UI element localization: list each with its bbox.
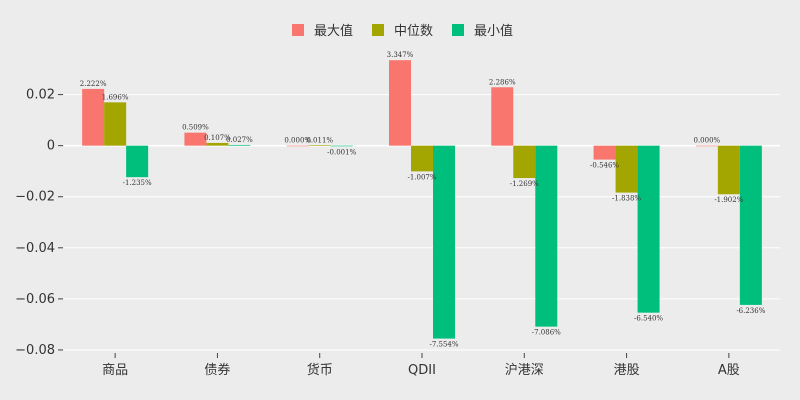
data-label: -1.838% <box>612 195 641 203</box>
data-label: 2.222% <box>80 80 107 88</box>
y-tick-label: 0.02 <box>26 88 55 103</box>
y-tick-label: −0.02 <box>15 190 55 205</box>
data-label: -1.902% <box>714 196 743 204</box>
bar <box>389 60 411 146</box>
y-tick-label: −0.04 <box>15 241 55 256</box>
y-tick-label: −0.08 <box>15 343 55 358</box>
data-label: -0.546% <box>590 162 619 170</box>
data-label: -1.235% <box>123 179 152 187</box>
bar <box>411 145 433 172</box>
data-label: -7.554% <box>429 341 458 349</box>
y-tick-label: 0 <box>47 139 55 154</box>
bar <box>695 145 718 147</box>
legend-swatch <box>372 24 384 36</box>
data-label: -1.269% <box>510 180 539 188</box>
x-tick-label: QDII <box>408 363 436 378</box>
bar <box>615 145 638 193</box>
bar <box>104 102 127 146</box>
bar <box>82 88 105 146</box>
grid-lines <box>64 94 780 351</box>
bar <box>184 132 207 146</box>
bar <box>637 145 660 313</box>
bar <box>433 145 455 339</box>
bar <box>739 145 762 305</box>
bar <box>308 145 331 146</box>
data-label: 0.000% <box>284 137 311 145</box>
bar <box>286 145 309 147</box>
x-tick-label: 货币 <box>307 362 333 378</box>
data-label: -1.007% <box>407 173 436 181</box>
data-label: 0.509% <box>182 124 209 132</box>
bar <box>228 144 251 146</box>
data-label: 2.286% <box>489 78 516 86</box>
data-label: 0.027% <box>226 136 253 144</box>
legend-swatch <box>452 24 464 36</box>
bar <box>330 145 353 147</box>
x-tick-label: 沪港深 <box>505 362 544 378</box>
legend-label: 最小值 <box>474 23 513 39</box>
bars <box>82 60 762 339</box>
y-axis: 0.02 0 −0.02 −0.04 −0.06 −0.08 <box>15 88 63 358</box>
data-label: -7.086% <box>532 329 561 337</box>
legend: 最大值 中位数 最小值 <box>292 23 513 39</box>
legend-label: 最大值 <box>314 23 353 39</box>
data-label: -6.236% <box>736 307 765 315</box>
legend-label: 中位数 <box>394 24 433 39</box>
x-tick-label: 商品 <box>102 363 128 378</box>
x-tick-label: 债券 <box>204 362 230 378</box>
bar <box>491 87 514 146</box>
x-tick-label: 港股 <box>614 363 640 378</box>
bar <box>535 145 558 327</box>
data-labels: 2.222% 0.509% 0.000% 3.347% 2.286% -0.546% 0.0… <box>80 51 766 348</box>
data-label: 3.347% <box>387 51 414 59</box>
bar <box>513 145 536 179</box>
bar <box>206 142 229 146</box>
data-label: -6.540% <box>634 315 663 323</box>
data-label: -0.001% <box>327 148 356 156</box>
x-axis: 商品 债券 货币 QDII 沪港深 港股 A股 <box>102 353 740 378</box>
bar <box>126 145 149 178</box>
bar <box>717 145 740 195</box>
data-label: 0.107% <box>204 134 231 142</box>
data-label: 1.696% <box>102 93 129 101</box>
y-tick-label: −0.06 <box>15 292 55 307</box>
data-label: 0.000% <box>694 137 721 145</box>
bar <box>593 145 616 160</box>
data-label: 0.011% <box>306 136 333 144</box>
legend-swatch <box>292 24 304 36</box>
x-tick-label: A股 <box>718 363 740 378</box>
